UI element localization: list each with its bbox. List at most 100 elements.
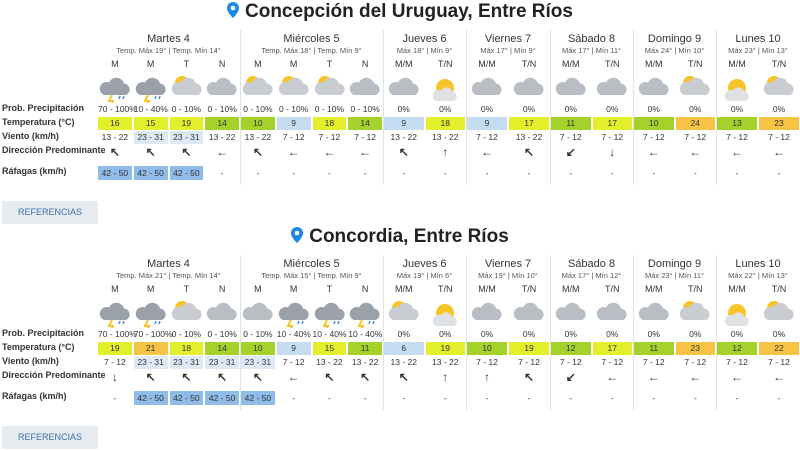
period-label: N (218, 284, 226, 294)
gust-value: 42 - 50 (241, 391, 275, 405)
icon-graphic (597, 302, 627, 320)
period-label: T/N (771, 59, 787, 69)
precip-value: 0% (522, 104, 536, 114)
day-separator (550, 255, 551, 410)
period-label: N (218, 59, 226, 69)
period-label: M (111, 59, 119, 69)
icon-graphic (724, 79, 749, 101)
gust-value: 42 - 50 (98, 166, 132, 180)
weather-icon (134, 71, 168, 107)
wind-direction: ← (647, 145, 660, 159)
precip-value: 0% (522, 329, 536, 339)
temp-value: 19 (425, 342, 465, 355)
wind-direction: ↖ (398, 370, 409, 384)
wind-direction: ↓ (609, 145, 616, 159)
weather-icon (676, 71, 716, 103)
weather-icon (384, 71, 424, 103)
period-label: T/N (688, 59, 703, 69)
day-name: Martes 4 (147, 33, 190, 45)
precip-value: 0% (480, 329, 494, 339)
wind-value: 7 - 12 (768, 132, 790, 142)
precip-value: 10 - 40% (348, 329, 383, 339)
temp-value: 10 (241, 342, 275, 355)
gust-value: - (292, 393, 296, 403)
temp-value: 9 (276, 117, 311, 130)
day-range: Temp. Máx 19° | Temp. Mín 14° (116, 46, 221, 55)
pin-icon (291, 227, 304, 243)
gust-value: - (363, 393, 367, 403)
icon-graphic (513, 302, 544, 320)
icon-graphic (724, 304, 749, 326)
precip-value: 0% (772, 329, 786, 339)
row-label: Dirección Predominante (2, 145, 106, 155)
weather-icon (676, 296, 716, 328)
icon-graphic (680, 301, 710, 320)
wind-direction: ↙ (565, 145, 576, 159)
period-label: T/N (688, 284, 703, 294)
day-separator (240, 255, 241, 410)
day-name: Miércoles 5 (283, 258, 340, 270)
wind-value: 7 - 12 (518, 357, 540, 367)
period-label: T/N (771, 284, 787, 294)
period-label: T/N (605, 59, 620, 69)
references-button[interactable]: REFERENCIAS (2, 201, 98, 224)
references-button[interactable]: REFERENCIAS (2, 426, 98, 449)
day-name: Viernes 7 (484, 258, 532, 270)
temp-value: 9 (467, 117, 507, 130)
icon-graphic (432, 304, 458, 326)
weather-icon (205, 296, 239, 328)
period-label: M (289, 284, 298, 294)
wind-direction: ↓ (111, 370, 118, 384)
weather-icon (426, 296, 466, 328)
wind-value: 7 - 12 (684, 357, 707, 367)
wind-value: 7 - 12 (601, 132, 624, 142)
weather-icon (467, 296, 507, 328)
day-separator (466, 30, 467, 185)
weather-icon (98, 71, 132, 107)
period-label: T (326, 284, 333, 294)
precip-value: 0% (397, 329, 410, 339)
precip-value: 0% (480, 104, 494, 114)
period-label: M/M (728, 59, 746, 69)
wind-direction: ↑ (484, 370, 490, 384)
day-range: Máx 24° | Mín 10° (644, 46, 705, 55)
wind-direction: ← (323, 145, 336, 159)
period-label: M (146, 59, 155, 69)
temp-value: 18 (169, 342, 204, 355)
day-name: Viernes 7 (484, 33, 532, 45)
temp-value: 14 (348, 117, 382, 130)
weather-icon (593, 71, 633, 103)
wind-direction: ← (773, 145, 785, 159)
day-name: Miércoles 5 (283, 33, 340, 45)
precip-value: 70 - 100% (133, 329, 173, 339)
wind-value: 7 - 12 (354, 132, 376, 142)
wind-value: 7 - 12 (726, 357, 748, 367)
wind-value: 13 - 22 (316, 357, 343, 367)
precip-value: 70 - 100% (98, 104, 137, 114)
wind-value: 7 - 12 (768, 357, 790, 367)
wind-direction: ↖ (324, 370, 335, 384)
gust-value: - (693, 393, 697, 403)
weather-icon (634, 296, 674, 328)
temp-value: 17 (592, 342, 632, 355)
temp-value: 16 (98, 117, 132, 130)
precip-value: 0 - 10% (207, 104, 237, 114)
city-name: Concepción del Uruguay, Entre Ríos (245, 1, 573, 22)
temp-value: 11 (348, 342, 382, 355)
icon-graphic (242, 302, 273, 320)
weather-icon (759, 71, 799, 103)
period-label: T (183, 284, 190, 294)
icon-graphic (314, 302, 345, 332)
icon-graphic (555, 302, 586, 320)
temp-value: 13 (717, 117, 757, 130)
precip-value: 0 - 10% (243, 329, 273, 339)
icon-graphic (638, 302, 669, 320)
day-name: Lunes 10 (735, 33, 781, 45)
gust-value: - (652, 168, 656, 178)
wind-direction: ← (647, 370, 660, 384)
icon-graphic (680, 76, 710, 95)
icon-graphic (171, 76, 202, 95)
precip-value: 10 - 40% (312, 329, 347, 339)
period-label: M (254, 284, 262, 294)
weather-icon (551, 296, 591, 328)
